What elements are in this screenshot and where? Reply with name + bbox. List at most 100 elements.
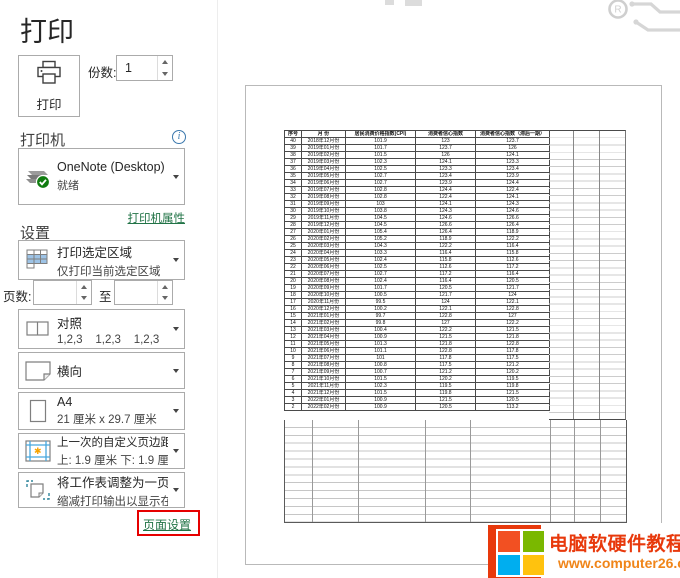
table-cell: 102.4 bbox=[345, 277, 416, 285]
pages-to-decrement-button[interactable] bbox=[158, 293, 172, 305]
table-header-cell: 序号 bbox=[284, 130, 302, 138]
table-cell: 102.3 bbox=[345, 382, 416, 390]
table-cell: 126.6 bbox=[475, 214, 550, 222]
table-header-cell: 消费者信心指数（滞后一期） bbox=[475, 130, 550, 138]
table-cell: 2021年02月份 bbox=[301, 319, 346, 327]
table-cell: 99.5 bbox=[345, 298, 416, 306]
table-cell: 121.5 bbox=[415, 396, 476, 404]
table-cell: 30 bbox=[284, 207, 302, 215]
copies-stepper[interactable]: 1 bbox=[116, 55, 173, 81]
chevron-down-icon bbox=[168, 368, 184, 373]
table-cell: 122.4 bbox=[415, 193, 476, 201]
table-cell: 119.8 bbox=[415, 389, 476, 397]
table-row: 26 2020年02月份 105.2 118.9 122.2 bbox=[284, 235, 550, 243]
table-cell: 32 bbox=[284, 193, 302, 201]
table-cell: 102.7 bbox=[345, 179, 416, 187]
table-cell: 36 bbox=[284, 165, 302, 173]
chevron-down-icon bbox=[168, 258, 184, 262]
table-cell: 120.5 bbox=[415, 284, 476, 292]
pages-to-label: 至 bbox=[99, 290, 112, 304]
table-cell: 2022年02月份 bbox=[301, 403, 346, 411]
settings-section-heading: 设置 bbox=[20, 225, 51, 242]
table-row: 2 2022年02月份 100.9 120.5 113.2 bbox=[284, 403, 550, 411]
margins-line1: 上一次的自定义页边距设置 bbox=[57, 437, 168, 449]
table-row: 6 2021年10月份 101.5 120.2 119.5 bbox=[284, 375, 550, 383]
table-cell: 103.8 bbox=[345, 207, 416, 215]
paper-size-dropdown[interactable]: A4 21 厘米 x 29.7 厘米 bbox=[18, 392, 185, 430]
table-cell: 2019年08月份 bbox=[301, 193, 346, 201]
svg-text:✱: ✱ bbox=[34, 446, 42, 456]
table-cell: 100.8 bbox=[345, 361, 416, 369]
table-row: 21 2020年07月份 102.7 117.2 116.4 bbox=[284, 270, 550, 278]
table-header-cell: 消费者信心指数 bbox=[415, 130, 476, 138]
flag-pane-bottom-right bbox=[522, 554, 544, 575]
table-cell: 24 bbox=[284, 249, 302, 257]
table-cell: 122.8 bbox=[475, 340, 550, 348]
table-cell: 13 bbox=[284, 326, 302, 334]
table-row: 18 2020年10月份 100.5 121.7 124 bbox=[284, 291, 550, 299]
printer-properties-link[interactable]: 打印机属性 bbox=[127, 213, 186, 225]
table-cell: 121.5 bbox=[415, 333, 476, 341]
table-cell: 120.5 bbox=[475, 396, 550, 404]
table-cell: 99.8 bbox=[345, 319, 416, 327]
collation-dropdown[interactable]: 对照 1,2,3 1,2,3 1,2,3 bbox=[18, 309, 185, 349]
table-cell: 121.2 bbox=[475, 361, 550, 369]
table-cell: 29 bbox=[284, 214, 302, 222]
table-cell: 2019年05月份 bbox=[301, 172, 346, 180]
table-cell: 39 bbox=[284, 144, 302, 152]
scaling-line2: 缩减打印输出以显示在一... bbox=[57, 495, 168, 508]
collation-line2: 1,2,3 1,2,3 1,2,3 bbox=[57, 333, 160, 346]
table-cell: 18 bbox=[284, 291, 302, 299]
table-cell: 23 bbox=[284, 256, 302, 264]
table-cell: 124.1 bbox=[415, 158, 476, 166]
table-cell: 2020年02月份 bbox=[301, 235, 346, 243]
table-cell: 2020年07月份 bbox=[301, 270, 346, 278]
table-row: 23 2020年05月份 102.4 115.8 112.6 bbox=[284, 256, 550, 264]
copies-label: 份数: bbox=[88, 66, 117, 80]
fit-sheet-icon bbox=[19, 479, 57, 501]
pages-to-stepper[interactable] bbox=[114, 280, 173, 305]
page-setup-link[interactable]: 页面设置 bbox=[143, 518, 192, 532]
table-cell: 124 bbox=[475, 291, 550, 299]
paper-line2: 21 厘米 x 29.7 厘米 bbox=[57, 414, 157, 426]
print-button[interactable]: 打印 bbox=[18, 55, 80, 117]
pages-to-input[interactable] bbox=[115, 281, 157, 304]
info-icon[interactable]: i bbox=[172, 130, 186, 144]
table-cell: 34 bbox=[284, 179, 302, 187]
copies-increment-button[interactable] bbox=[158, 56, 172, 68]
scaling-dropdown[interactable]: 将工作表调整为一页 缩减打印输出以显示在一... bbox=[18, 472, 185, 508]
table-cell: 100.2 bbox=[345, 305, 416, 313]
table-cell: 8 bbox=[284, 361, 302, 369]
margins-dropdown[interactable]: ✱ 上一次的自定义页边距设置 上: 1.9 厘米 下: 1.9 厘米... bbox=[18, 433, 185, 469]
table-cell: 104.5 bbox=[345, 221, 416, 229]
table-cell: 119.5 bbox=[415, 382, 476, 390]
table-header-cell: 居民消费价格指数(CPI) bbox=[345, 130, 416, 138]
orientation-dropdown[interactable]: 横向 bbox=[18, 352, 185, 389]
table-cell: 31 bbox=[284, 200, 302, 208]
table-cell: 116.4 bbox=[415, 249, 476, 257]
table-cell: 115.8 bbox=[475, 249, 550, 257]
table-row: 37 2019年03月份 102.3 124.1 123.3 bbox=[284, 158, 550, 166]
table-cell: 101.1 bbox=[345, 347, 416, 355]
copies-decrement-button[interactable] bbox=[158, 68, 172, 80]
pages-to-increment-button[interactable] bbox=[158, 281, 172, 293]
table-cell: 2021年07月份 bbox=[301, 354, 346, 362]
table-cell: 100.5 bbox=[345, 291, 416, 299]
table-cell: 16 bbox=[284, 305, 302, 313]
table-cell: 101.5 bbox=[345, 389, 416, 397]
table-cell: 123.4 bbox=[415, 172, 476, 180]
table-row: 19 2020年09月份 101.7 120.5 121.7 bbox=[284, 284, 550, 292]
table-cell: 102.7 bbox=[345, 270, 416, 278]
table-cell: 127 bbox=[475, 312, 550, 320]
table-cell: 22 bbox=[284, 263, 302, 271]
table-cell: 118.9 bbox=[475, 228, 550, 236]
pages-from-decrement-button[interactable] bbox=[77, 293, 91, 305]
table-cell: 38 bbox=[284, 151, 302, 159]
pages-from-input[interactable] bbox=[34, 281, 76, 304]
printer-dropdown[interactable]: OneNote (Desktop) 就绪 bbox=[18, 148, 185, 205]
pages-from-increment-button[interactable] bbox=[77, 281, 91, 293]
pages-from-stepper[interactable] bbox=[33, 280, 92, 305]
table-cell: 2019年10月份 bbox=[301, 207, 346, 215]
print-area-dropdown[interactable]: 打印选定区域 仅打印当前选定区域 bbox=[18, 240, 185, 280]
table-cell: 126.4 bbox=[475, 221, 550, 229]
